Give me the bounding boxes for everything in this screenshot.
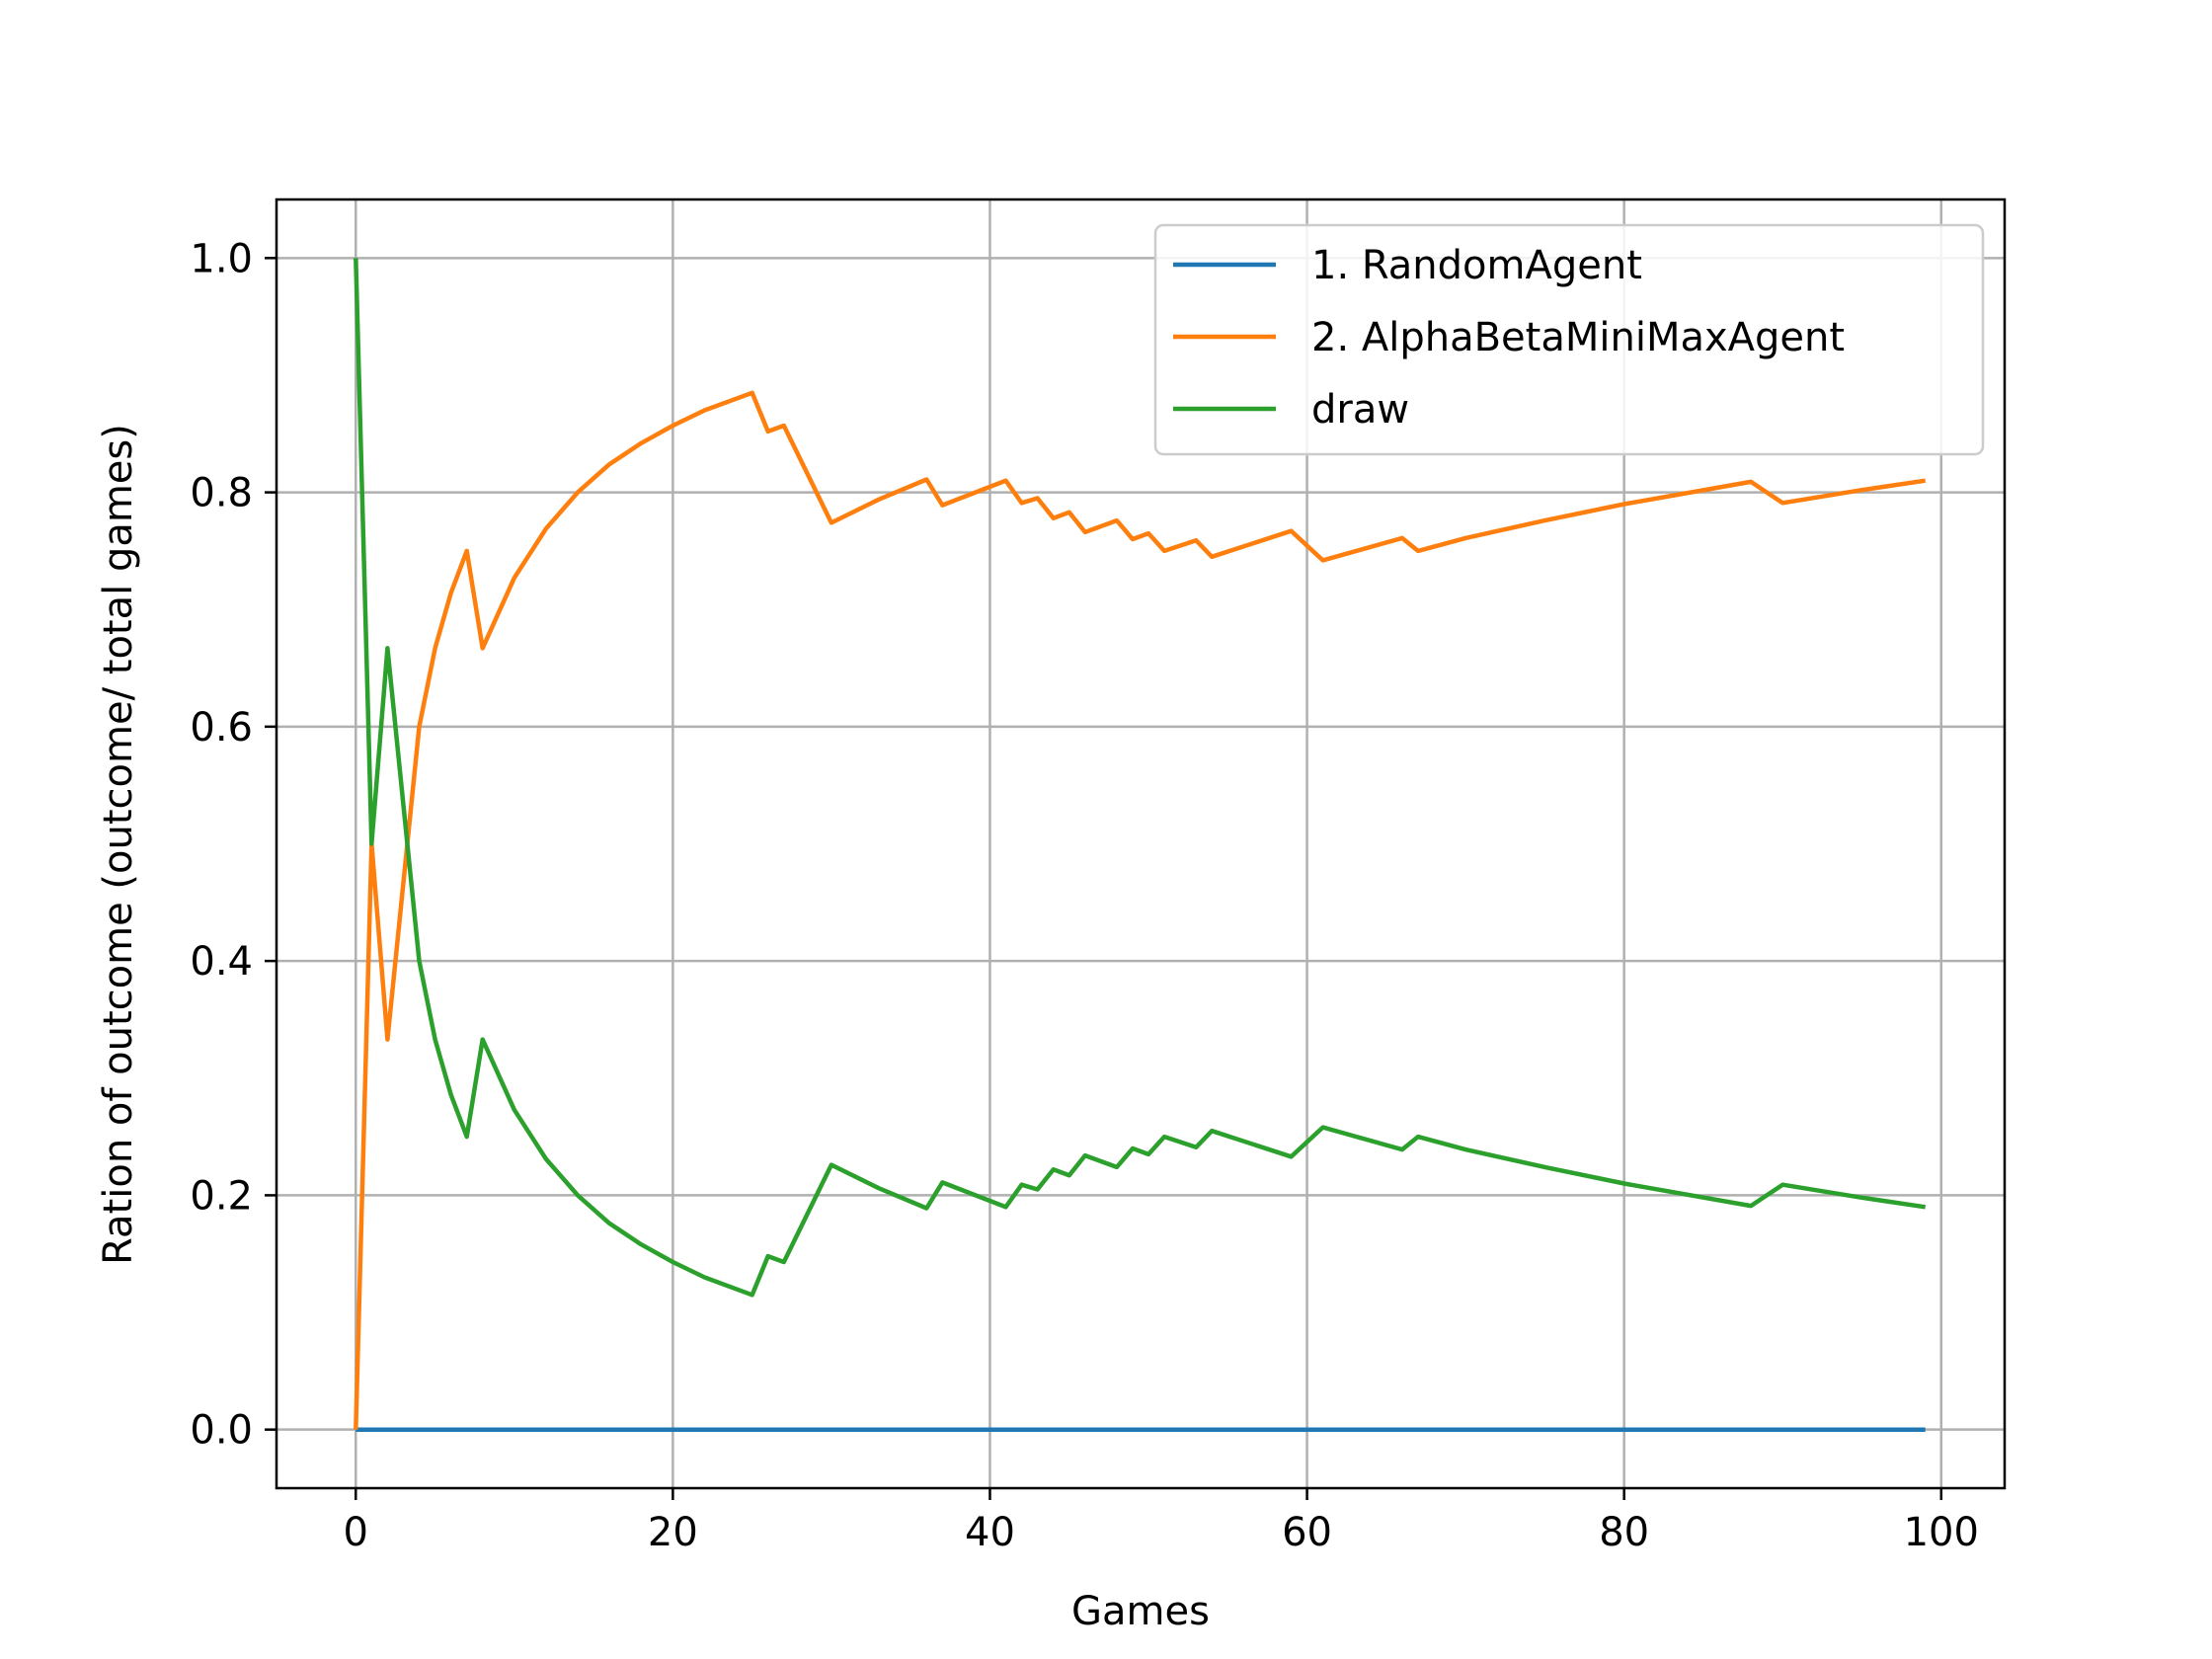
grid-lines <box>276 199 2005 1488</box>
y-tick-label: 0.0 <box>190 1408 253 1454</box>
y-tick-label: 0.4 <box>190 939 253 985</box>
x-axis-ticks: 0 20 40 60 80 100 <box>344 1488 1979 1555</box>
plot-area-frame <box>275 198 2007 1490</box>
x-axis-label: Games <box>1071 1589 1210 1634</box>
series-lines <box>354 258 1927 1432</box>
y-tick-label: 0.6 <box>190 705 253 750</box>
y-axis-ticks: 0.0 0.2 0.4 0.6 0.8 1.0 <box>190 236 276 1454</box>
legend-box <box>1153 223 1985 456</box>
y-tick-label: 0.2 <box>190 1173 253 1219</box>
y-axis-label: Ration of outcome (outcome/ total games) <box>96 424 141 1265</box>
legend-label-randomagent: 1. RandomAgent <box>1311 243 1642 288</box>
y-tick-label: 1.0 <box>190 236 253 281</box>
series-line-draw <box>354 258 1927 1298</box>
legend-label-alphabeta: 2. AlphaBetaMiniMaxAgent <box>1311 315 1845 360</box>
legend: 1. RandomAgent 2. AlphaBetaMiniMaxAgent … <box>1153 223 1985 456</box>
x-tick-label: 80 <box>1599 1510 1649 1555</box>
legend-label-draw: draw <box>1311 387 1409 433</box>
x-tick-label: 20 <box>648 1510 698 1555</box>
series-line-2-alphabetaminimaxagent <box>354 390 1927 1430</box>
x-tick-label: 100 <box>1904 1510 1979 1555</box>
y-tick-label: 0.8 <box>190 471 253 516</box>
x-tick-label: 60 <box>1282 1510 1332 1555</box>
x-tick-label: 40 <box>965 1510 1015 1555</box>
x-tick-label: 0 <box>344 1510 368 1555</box>
